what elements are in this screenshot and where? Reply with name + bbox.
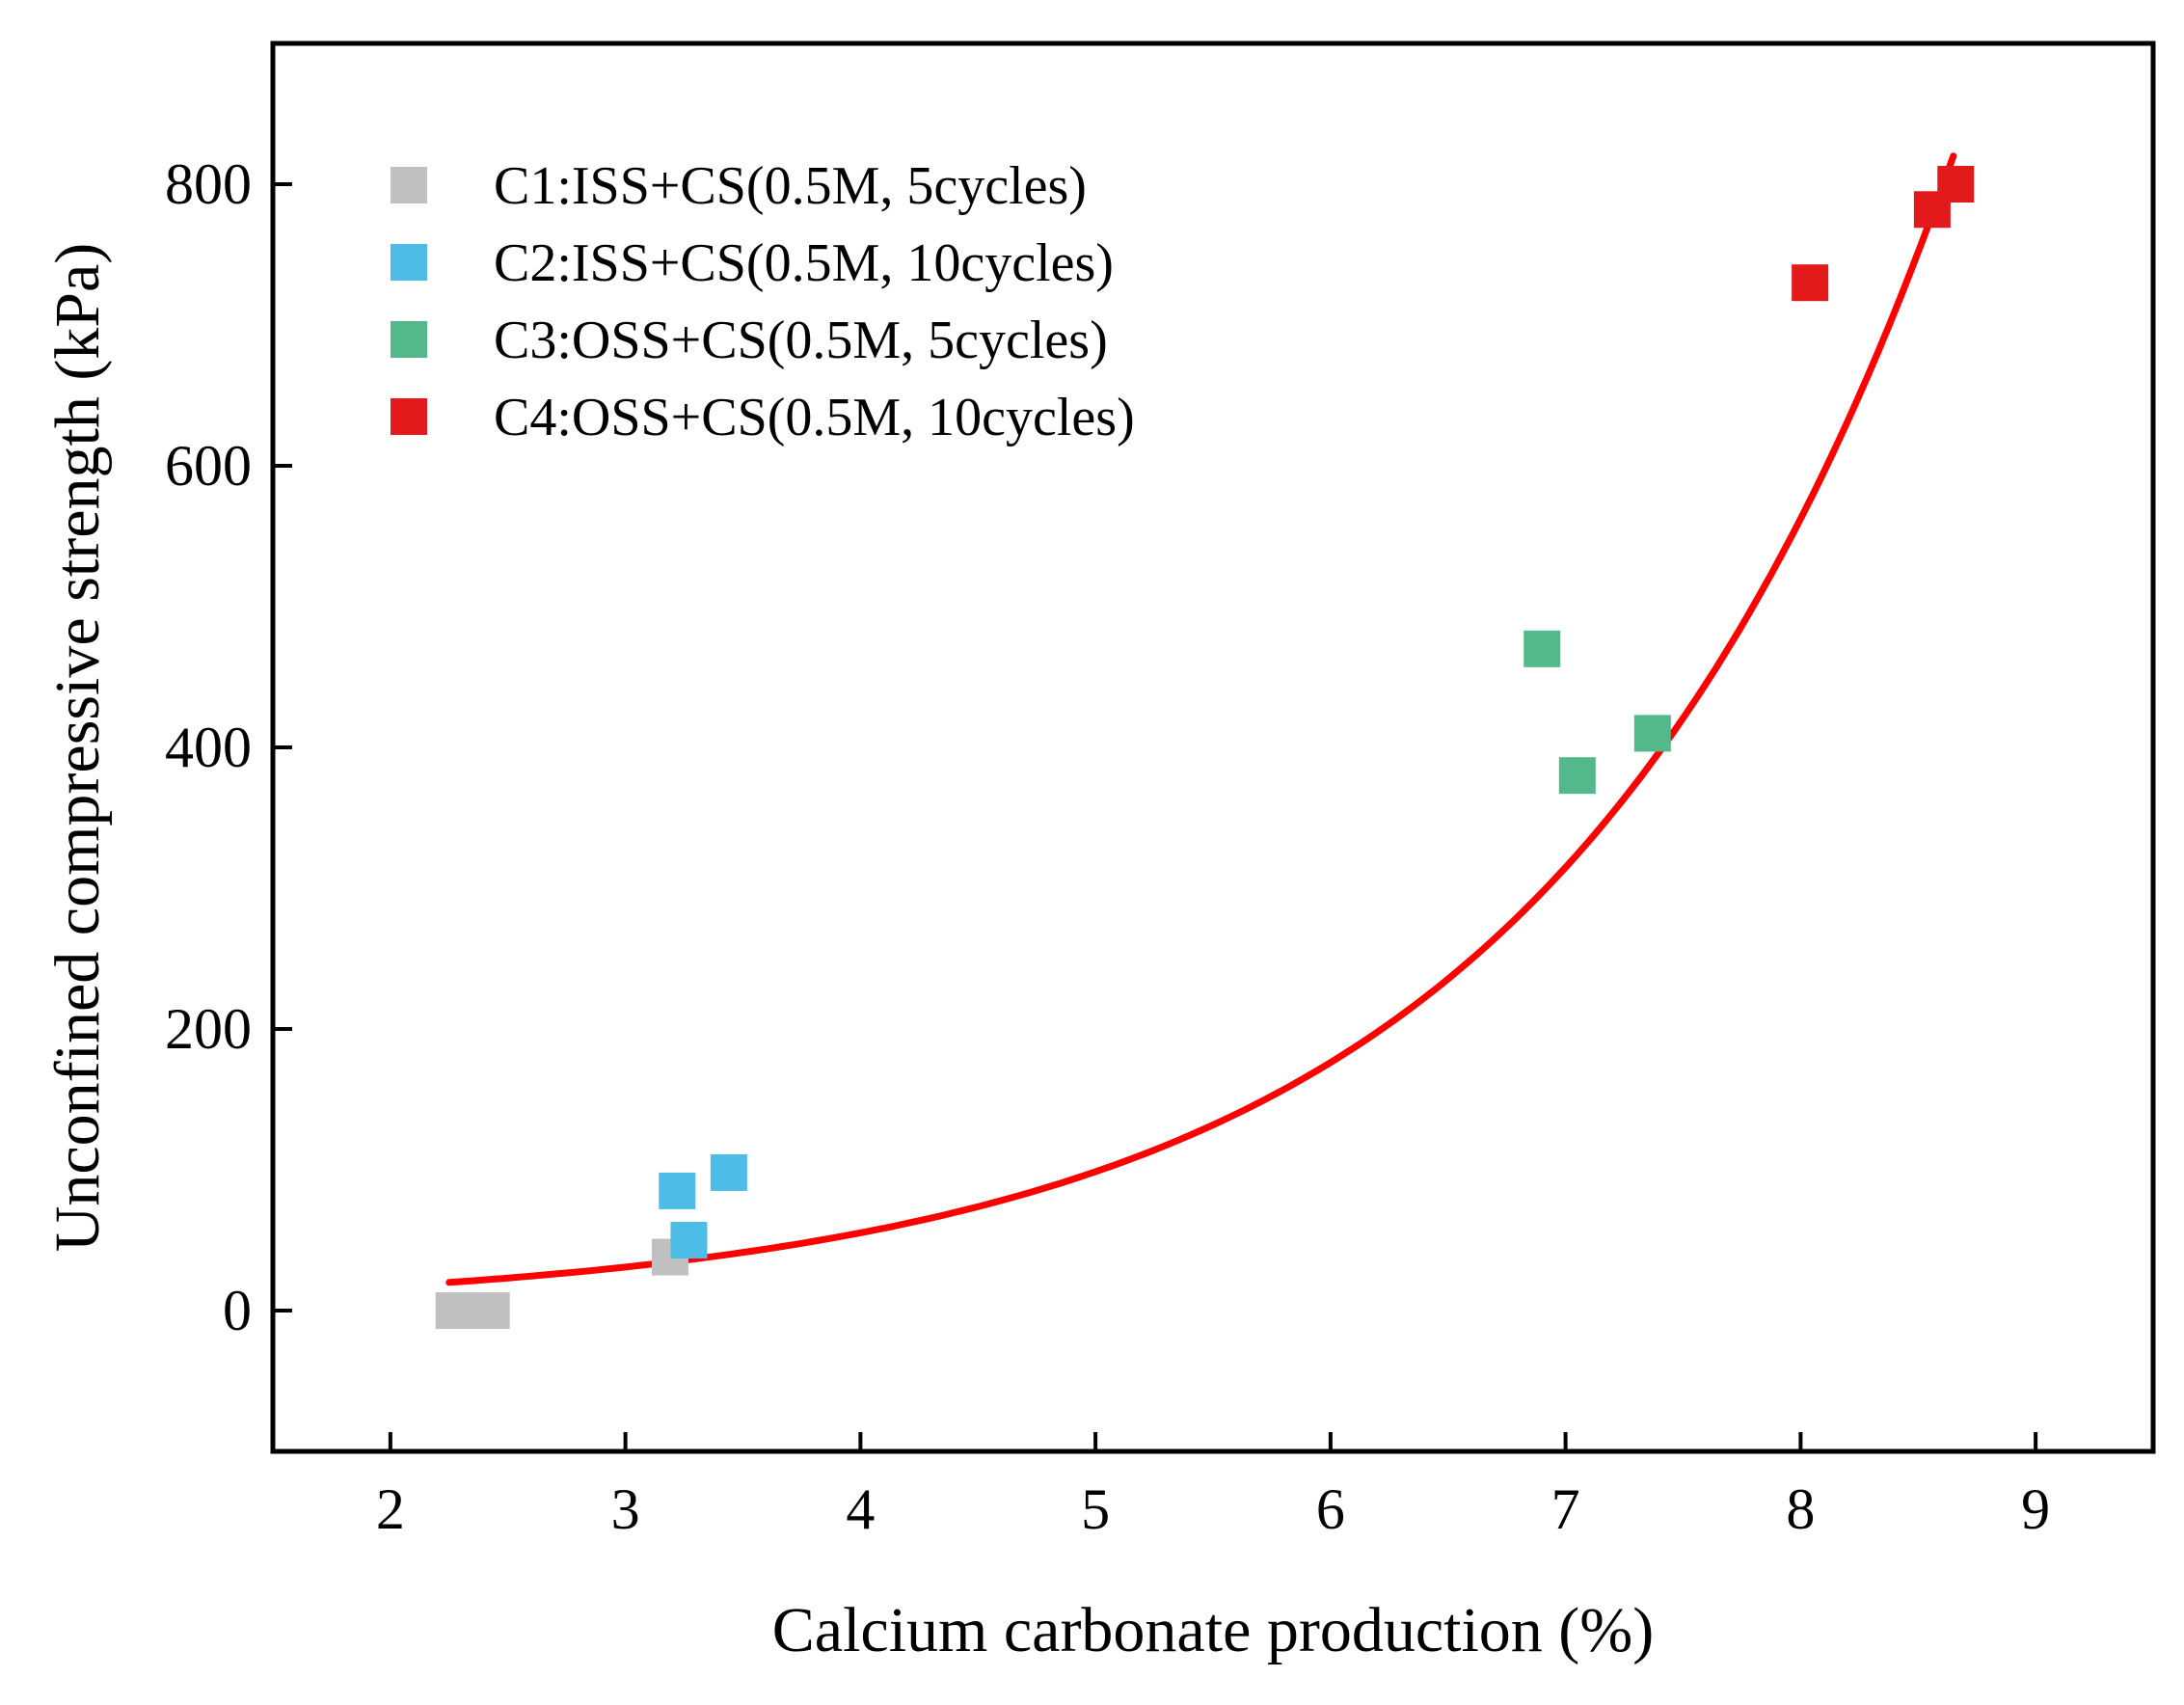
x-tick-label: 9	[2021, 1477, 2050, 1541]
y-tick-label: 800	[165, 152, 252, 216]
x-tick-label: 7	[1551, 1477, 1580, 1541]
x-tick-label: 3	[611, 1477, 640, 1541]
x-tick-label: 2	[376, 1477, 405, 1541]
legend-label-2: C2:ISS+CS(0.5M, 10cycles)	[494, 233, 1114, 293]
y-tick-label: 600	[165, 434, 252, 498]
point-series-4	[1937, 166, 1975, 203]
legend-marker-4	[391, 398, 427, 435]
legend-label-4: C4:OSS+CS(0.5M, 10cycles)	[494, 388, 1135, 447]
legend-marker-1	[391, 167, 427, 203]
y-tick-label: 0	[223, 1279, 252, 1342]
y-tick-label: 400	[165, 716, 252, 779]
legend: C1:ISS+CS(0.5M, 5cycles) C2:ISS+CS(0.5M, …	[391, 156, 1135, 447]
x-tick-label: 4	[846, 1477, 875, 1541]
legend-marker-2	[391, 244, 427, 281]
y-axis-title: Unconfined compressive strength (kPa)	[42, 243, 113, 1253]
point-series-2	[710, 1153, 747, 1191]
legend-marker-3	[391, 321, 427, 358]
x-axis-title: Calcium carbonate production (%)	[772, 1595, 1655, 1665]
x-tick-label: 8	[1786, 1477, 1815, 1541]
point-series-3	[1633, 715, 1671, 752]
point-series-4	[1792, 264, 1829, 302]
point-series-2	[659, 1172, 696, 1209]
point-series-3	[1523, 630, 1561, 667]
data-points	[435, 166, 1975, 1329]
x-tick-label: 5	[1081, 1477, 1110, 1541]
point-series-1	[472, 1292, 510, 1329]
x-tick-label: 6	[1316, 1477, 1345, 1541]
legend-label-3: C3:OSS+CS(0.5M, 5cycles)	[494, 311, 1108, 370]
y-tick-label: 200	[165, 997, 252, 1061]
point-series-3	[1558, 757, 1596, 795]
point-series-2	[670, 1222, 708, 1258]
legend-label-1: C1:ISS+CS(0.5M, 5cycles)	[494, 156, 1087, 216]
ticks: 2 3 4 5 6 7 8 9 0 200 400 600 800	[165, 152, 2050, 1541]
